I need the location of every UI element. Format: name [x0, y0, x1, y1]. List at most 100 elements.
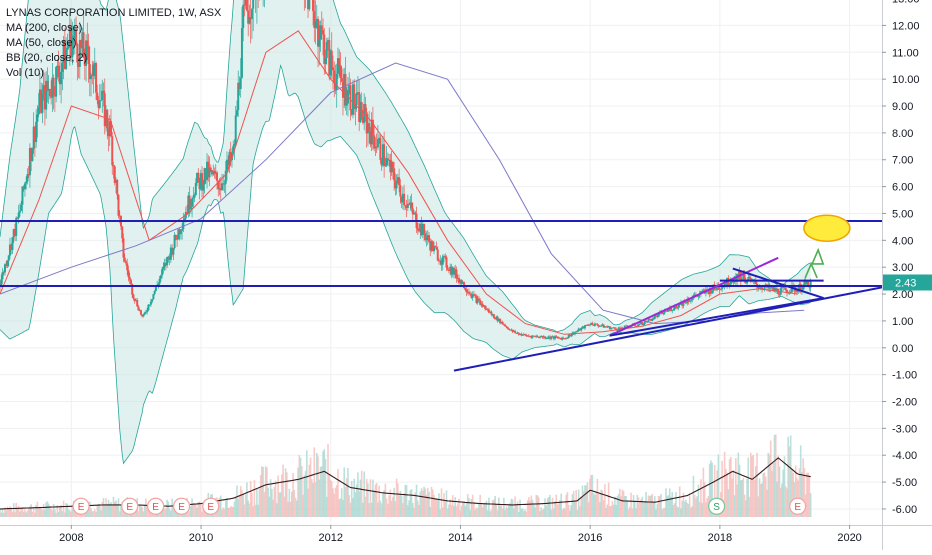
candle-body [562, 338, 565, 339]
indicator-volume[interactable]: Vol (10) [6, 67, 44, 79]
event-marker-circle [146, 497, 165, 515]
event-marker-circle [202, 497, 220, 515]
volume-bar [640, 499, 642, 517]
volume-bar [247, 500, 249, 517]
candle-body [57, 65, 60, 77]
candle-body [783, 287, 786, 288]
volume-bar [347, 468, 349, 517]
volume-bar [625, 496, 627, 517]
volume-bar [293, 490, 296, 517]
volume-bar [303, 475, 306, 517]
candle-body [16, 217, 19, 219]
volume-bar [531, 499, 534, 517]
candle-body [743, 273, 746, 280]
event-marker-circle [72, 497, 90, 515]
volume-bar [145, 498, 147, 517]
candle-body [157, 283, 160, 285]
candle-body [640, 322, 643, 324]
volume-bar [480, 504, 483, 517]
volume-bar [367, 483, 369, 517]
candle-body [233, 144, 236, 147]
candle-body [324, 57, 327, 64]
candle-body [583, 325, 586, 329]
candle-body [354, 105, 357, 110]
volume-bar [617, 494, 620, 517]
volume-bar [60, 504, 62, 517]
indicator-bollinger[interactable]: BB (20, close, 2) [6, 52, 88, 64]
candle-body [603, 326, 606, 328]
candle-body [109, 121, 112, 137]
candle-body [799, 284, 802, 292]
volume-bar [42, 503, 45, 517]
volume-bar [171, 498, 173, 517]
volume-bar [685, 499, 687, 517]
volume-bar [666, 496, 669, 517]
volume-bar [34, 512, 36, 517]
candle-body [325, 41, 328, 58]
candle-body [243, 4, 246, 6]
volume-bar [298, 455, 301, 517]
candle-body [785, 289, 788, 293]
volume-bar [602, 500, 605, 517]
volume-bar [195, 503, 197, 517]
candle-body [605, 326, 608, 328]
candle-body [349, 85, 352, 111]
candle-body [409, 202, 412, 205]
candle-body [385, 158, 388, 166]
candle-body [591, 323, 594, 326]
candles [0, 0, 812, 341]
target-ellipse [803, 214, 851, 242]
candle-body [581, 326, 584, 328]
candle-body [208, 167, 211, 178]
volume-bar [637, 497, 640, 517]
candle-body [565, 337, 568, 339]
candle-body [688, 300, 691, 302]
volume-bar [576, 510, 579, 517]
volume-bar [413, 507, 415, 517]
volume-bar [40, 507, 42, 517]
candle-body [177, 229, 180, 240]
candle-body [794, 289, 797, 292]
volume-bar [555, 494, 558, 517]
volume-bar [271, 488, 273, 517]
event-marker: E [789, 497, 807, 515]
candle-body [196, 172, 199, 183]
volume-bar [191, 498, 193, 517]
volume-bar [786, 488, 788, 517]
candle-body [460, 279, 463, 284]
volume-bar [26, 510, 29, 517]
candle-body [515, 332, 518, 334]
volume-bar [239, 486, 242, 517]
candle-body [122, 238, 125, 258]
volume-bar [475, 507, 478, 517]
candle-body [75, 29, 78, 45]
candle-body [431, 241, 434, 252]
volume-bar [372, 479, 374, 517]
volume-bar [483, 503, 485, 517]
indicator-ma200[interactable]: MA (200, close) [6, 22, 83, 34]
candle-body [759, 287, 762, 289]
volume-bar [115, 500, 117, 517]
candle-body [400, 196, 403, 203]
chart-title: LYNAS CORPORATION LIMITED, 1W, ASX [6, 7, 222, 19]
candle-body [663, 310, 666, 313]
candle-body [100, 99, 103, 101]
volume-bar [418, 504, 420, 517]
candle-body [97, 100, 100, 108]
price-tick-label: 7.00 [892, 155, 913, 167]
volume-bar [327, 443, 329, 517]
candle-body [803, 281, 806, 285]
indicator-ma50[interactable]: MA (50, close) [6, 37, 77, 49]
candle-body [506, 326, 509, 329]
volume-bar [41, 509, 44, 517]
candle-body [651, 318, 654, 321]
candle-body [42, 85, 45, 94]
volume-bar [528, 497, 530, 517]
volume-bar [344, 486, 347, 517]
volume-bar [638, 501, 641, 517]
candle-body [742, 273, 745, 280]
volume-bar [554, 501, 556, 517]
candle-body [691, 297, 694, 301]
candle-body [532, 335, 535, 337]
